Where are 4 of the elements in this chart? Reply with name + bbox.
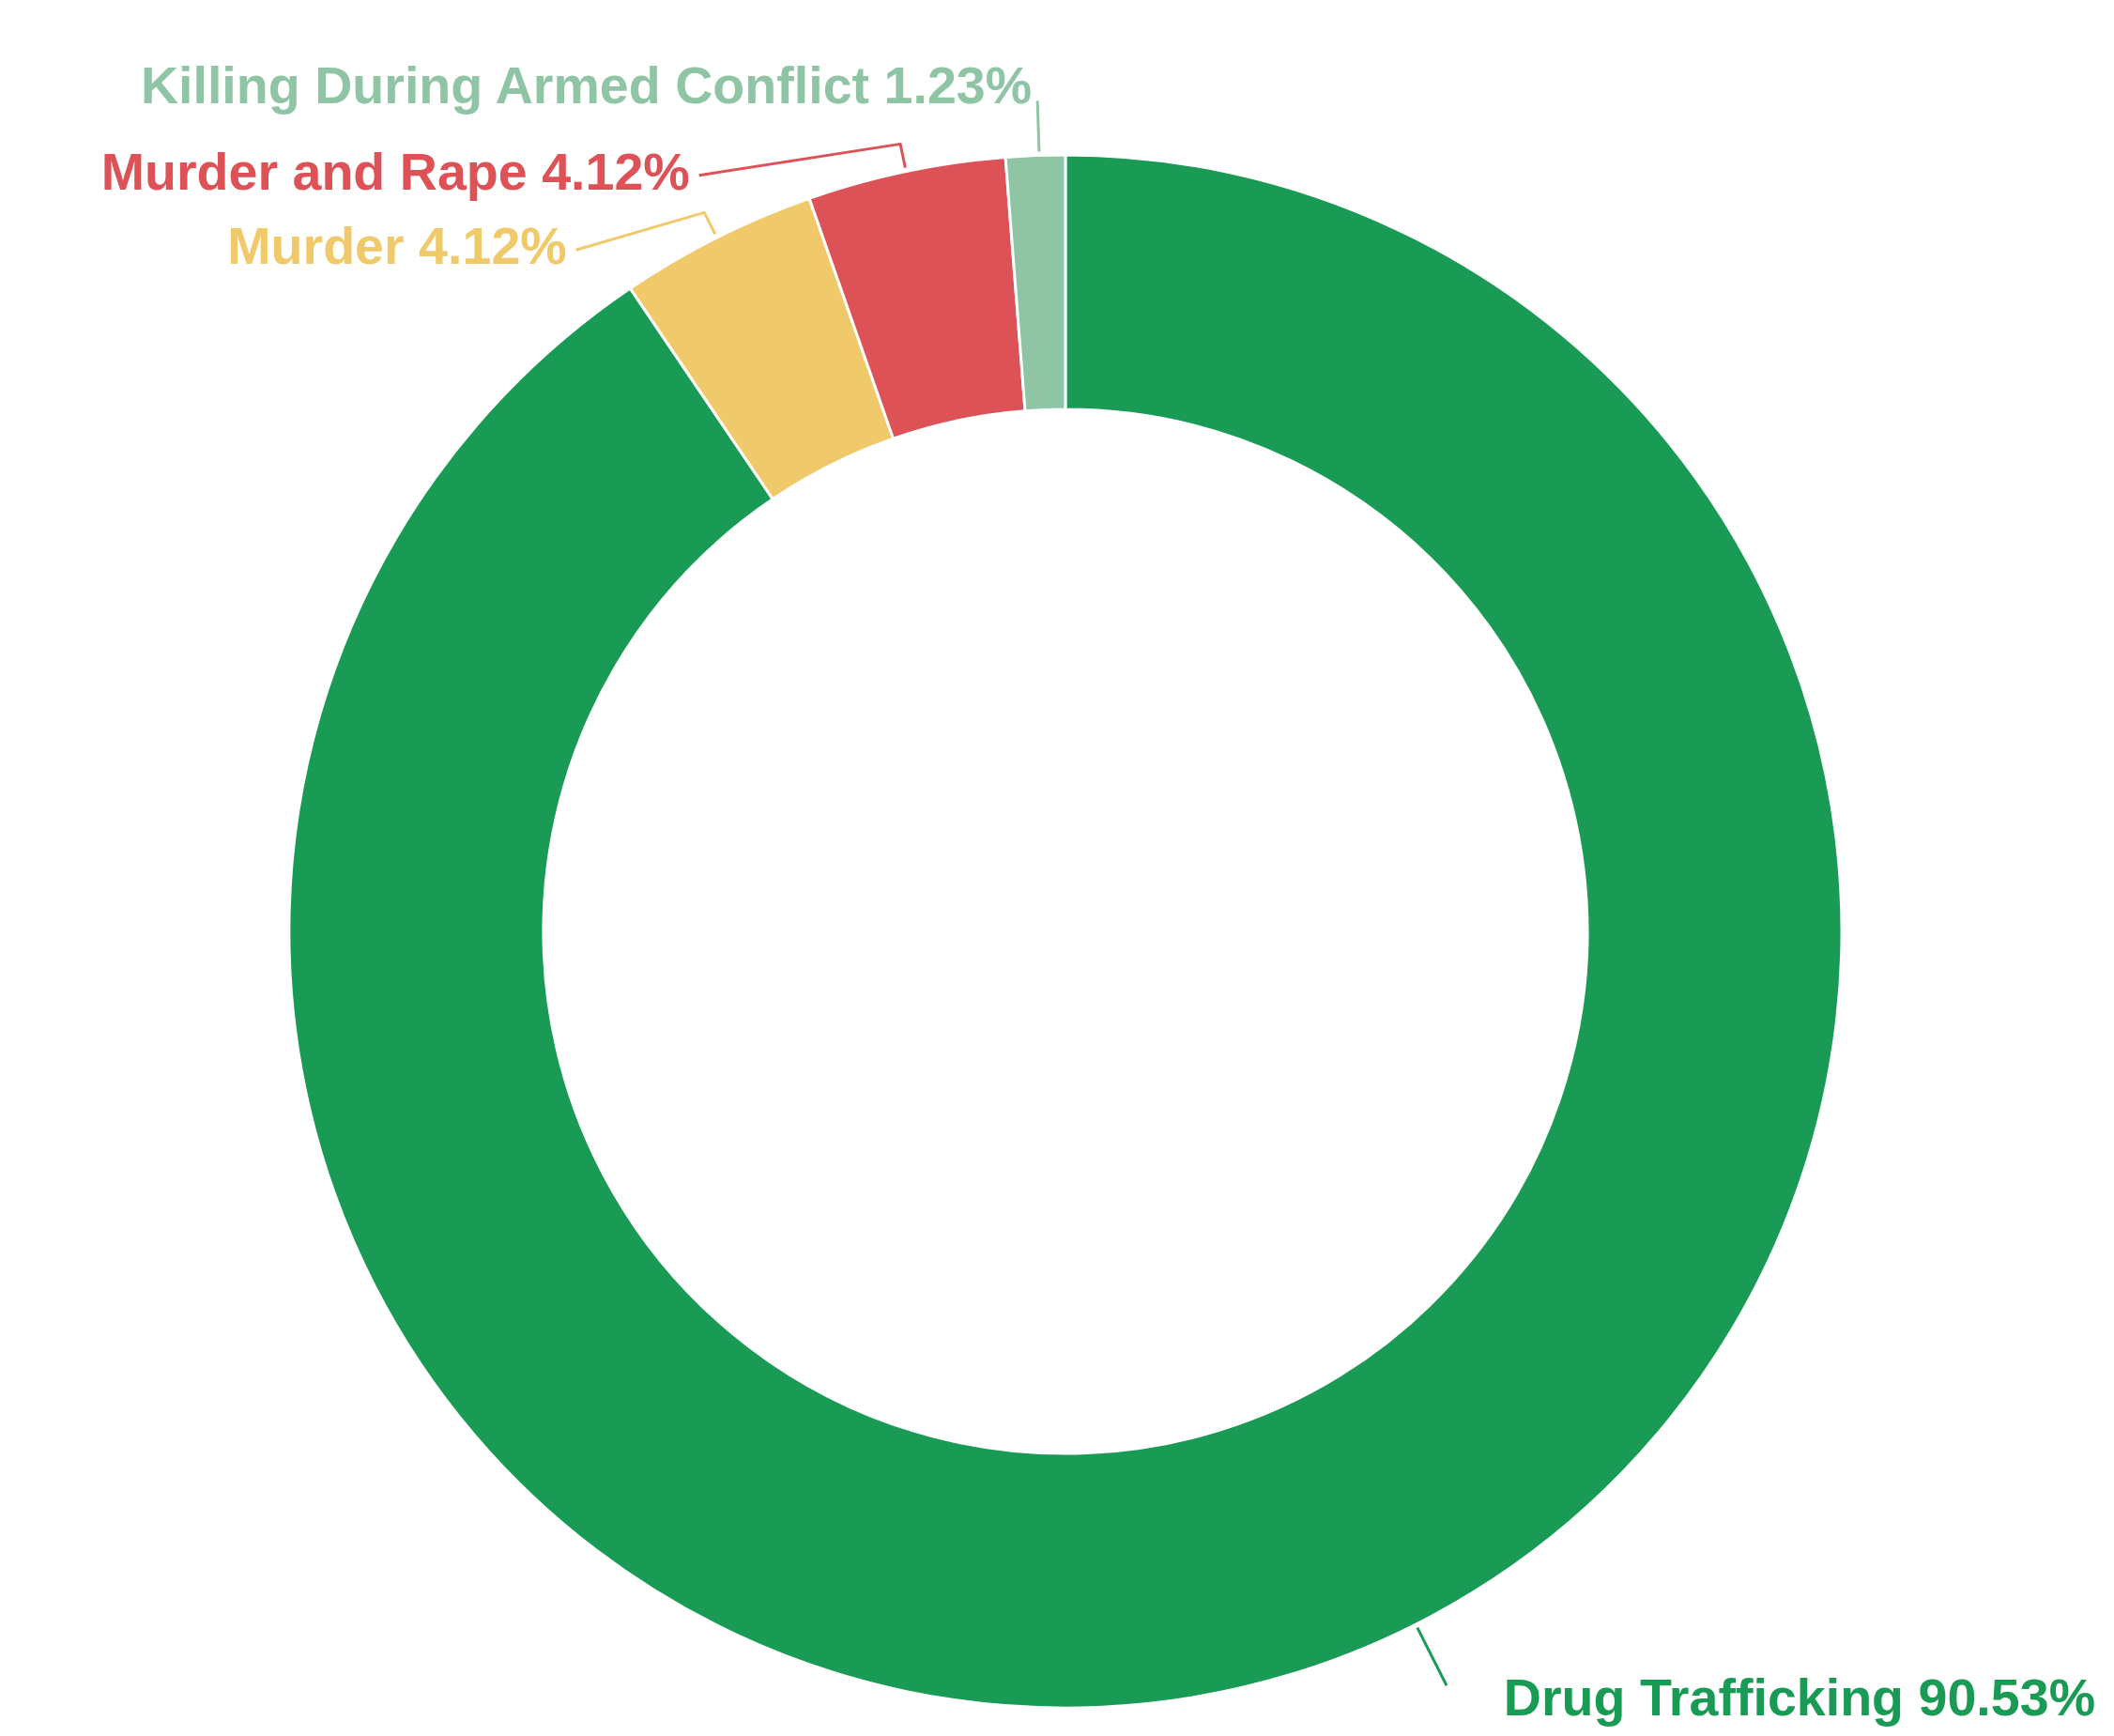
slice-label: Murder 4.12% <box>227 217 567 276</box>
slice-label: Killing During Armed Conflict 1.23% <box>140 56 1033 115</box>
slice-label: Drug Trafficking 90.53% <box>1503 1668 2096 1728</box>
slice-label: Murder and Rape 4.12% <box>100 142 690 201</box>
